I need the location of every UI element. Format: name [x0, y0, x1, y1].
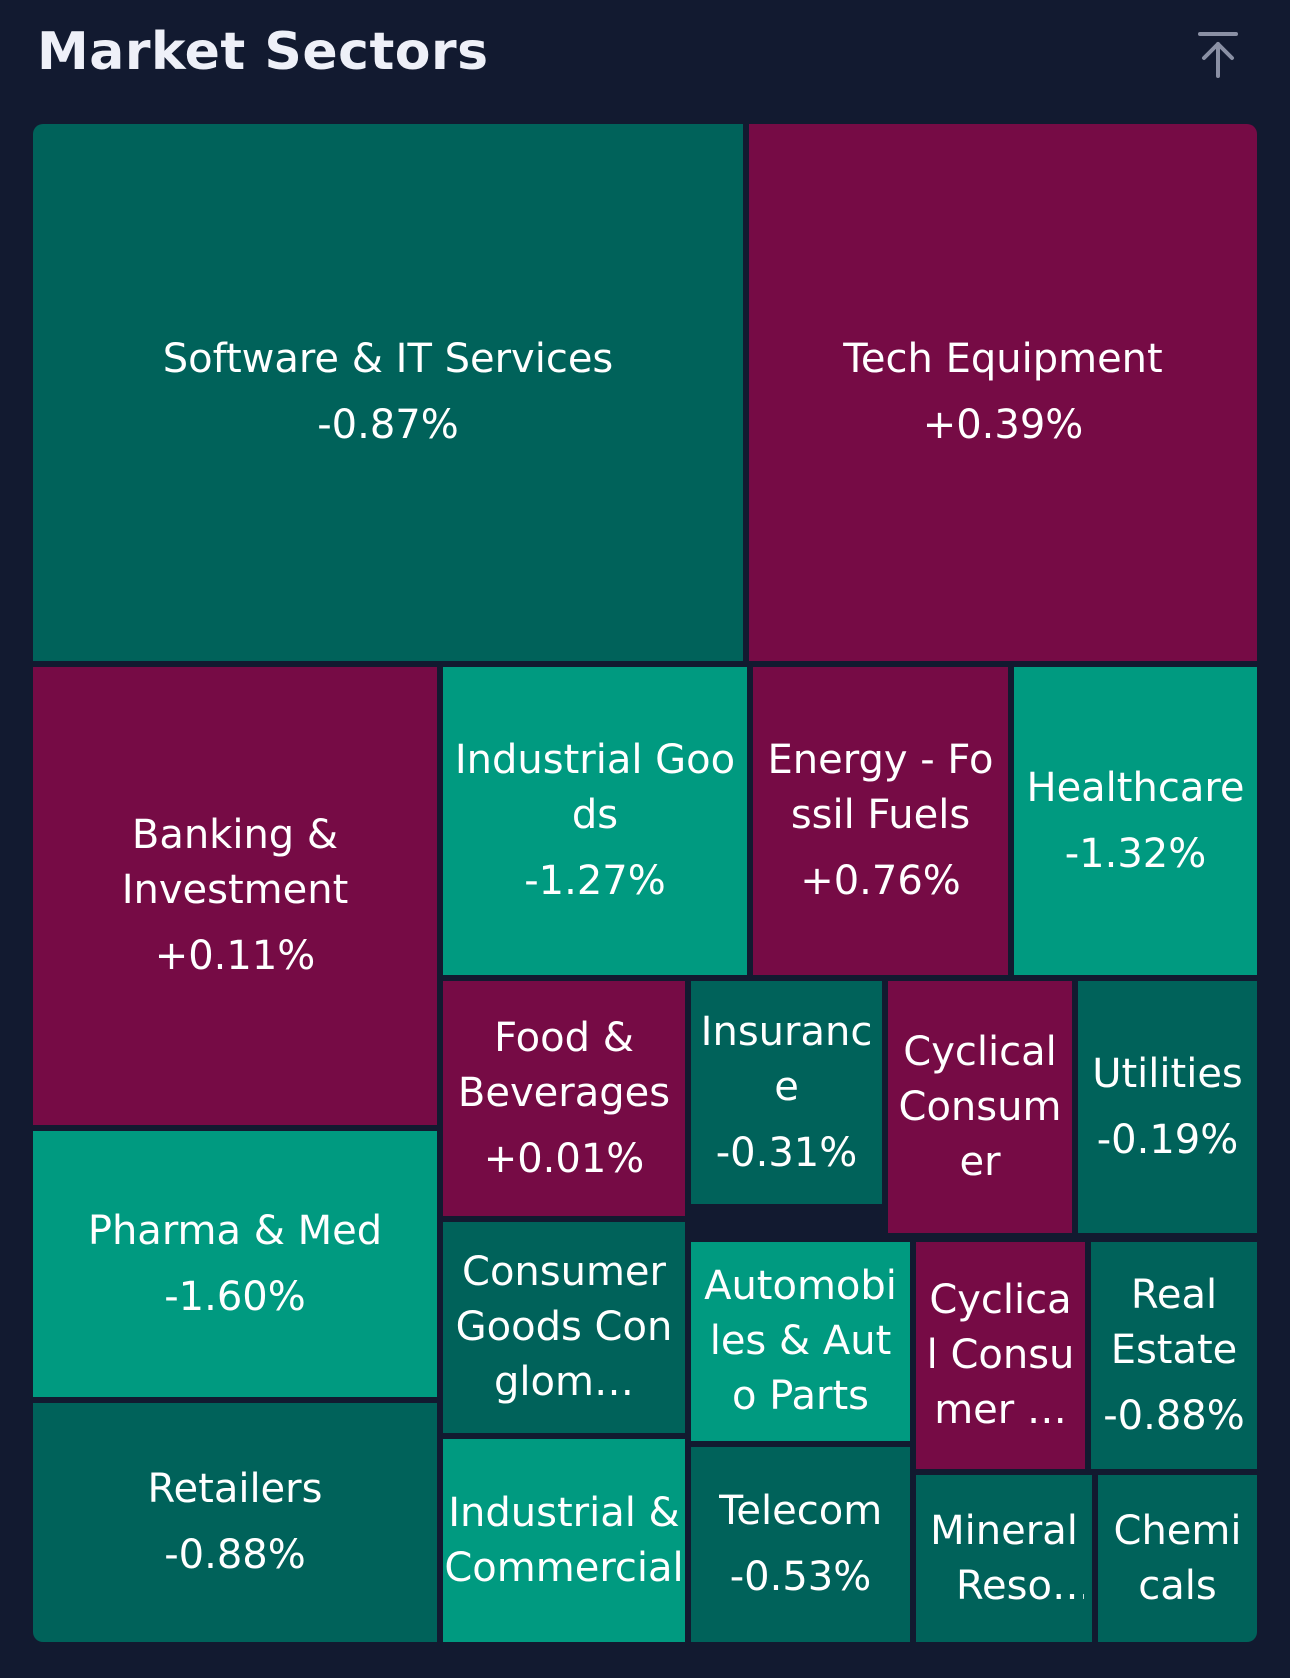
sector-change: -0.88% [1103, 1392, 1245, 1439]
sector-change: -0.87% [317, 402, 459, 448]
sector-tile[interactable]: Banking & Investment +0.11% [33, 667, 437, 1125]
sector-change: -0.88% [164, 1532, 306, 1578]
sector-tile[interactable]: Automobiles & Auto Parts [691, 1242, 910, 1441]
sector-tile[interactable]: Real Estate -0.88% [1091, 1242, 1257, 1469]
sector-tile[interactable]: Energy - Fossil Fuels +0.76% [753, 667, 1008, 975]
sector-name: Banking & Investment [121, 812, 349, 913]
sector-name: Insurance [700, 1008, 873, 1110]
sector-tile[interactable]: Industrial & Commercial [443, 1439, 685, 1642]
sector-change: -1.60% [164, 1273, 306, 1320]
sector-change: +0.01% [483, 1135, 645, 1182]
sector-name: Mineral Resou… [930, 1507, 1078, 1609]
scroll-to-top-button[interactable] [1190, 26, 1246, 82]
sector-tile[interactable]: Utilities -0.19% [1078, 981, 1257, 1233]
sector-name: Food & Beverages [457, 1014, 671, 1116]
sector-change: +0.11% [154, 933, 316, 979]
sector-tile[interactable]: Mineral Resou… [916, 1475, 1092, 1642]
sector-name: Utilities [1092, 1050, 1243, 1097]
sector-tile[interactable]: Software & IT Services -0.87% [33, 124, 743, 661]
sector-name: Retailers [147, 1466, 323, 1512]
sector-name: Software & IT Services [162, 336, 614, 382]
sector-change: +0.39% [922, 402, 1084, 448]
sector-tile[interactable]: Retailers -0.88% [33, 1403, 437, 1642]
sector-change: +0.76% [800, 858, 961, 904]
sector-tile[interactable]: Chemicals [1098, 1475, 1257, 1642]
sector-tile[interactable]: Food & Beverages +0.01% [443, 981, 685, 1216]
sector-name: Industrial & Commercial [444, 1489, 684, 1591]
sector-change: -0.53% [729, 1554, 872, 1600]
sector-treemap: Software & IT Services -0.87% Tech Equipme… [33, 124, 1257, 1642]
sector-name: Automobiles & Auto Parts [704, 1263, 897, 1419]
sector-change: -1.27% [524, 858, 666, 904]
sector-change: -0.31% [715, 1129, 858, 1176]
sector-tile[interactable]: Pharma & Med -1.60% [33, 1131, 437, 1397]
sector-tile[interactable]: Insurance -0.31% [691, 981, 882, 1204]
sector-name: Energy - Fossil Fuels [767, 737, 994, 838]
sector-tile[interactable]: Cyclical Consumer [888, 981, 1072, 1233]
sector-tile[interactable]: Cyclical Consumer Pro… [916, 1242, 1085, 1469]
sector-name: Chemicals [1113, 1507, 1242, 1609]
sector-name: Cyclical Consumer Pro… [926, 1277, 1075, 1433]
sector-tile[interactable]: Telecom -0.53% [691, 1447, 910, 1642]
sector-tile[interactable]: Healthcare -1.32% [1014, 667, 1257, 975]
sector-name: Pharma & Med [87, 1207, 383, 1254]
sector-name: Healthcare [1026, 764, 1245, 811]
sector-name: Industrial Goods [454, 737, 736, 838]
sector-name: Consumer Goods Conglom… [455, 1249, 673, 1405]
arrow-up-to-line-icon [1198, 32, 1238, 78]
sector-tile[interactable]: Tech Equipment +0.39% [749, 124, 1257, 661]
sector-change: -0.19% [1096, 1116, 1239, 1163]
sector-tile[interactable]: Consumer Goods Conglom… [443, 1222, 685, 1433]
sector-name: Tech Equipment [843, 336, 1163, 382]
sector-tile[interactable]: Industrial Goods -1.27% [443, 667, 747, 975]
page-title: Market Sectors [37, 22, 489, 82]
sector-name: Telecom [718, 1488, 883, 1534]
sector-change: -1.32% [1064, 830, 1207, 877]
sector-name: Real Estate [1110, 1271, 1238, 1373]
sector-name: Cyclical Consumer [898, 1028, 1062, 1185]
